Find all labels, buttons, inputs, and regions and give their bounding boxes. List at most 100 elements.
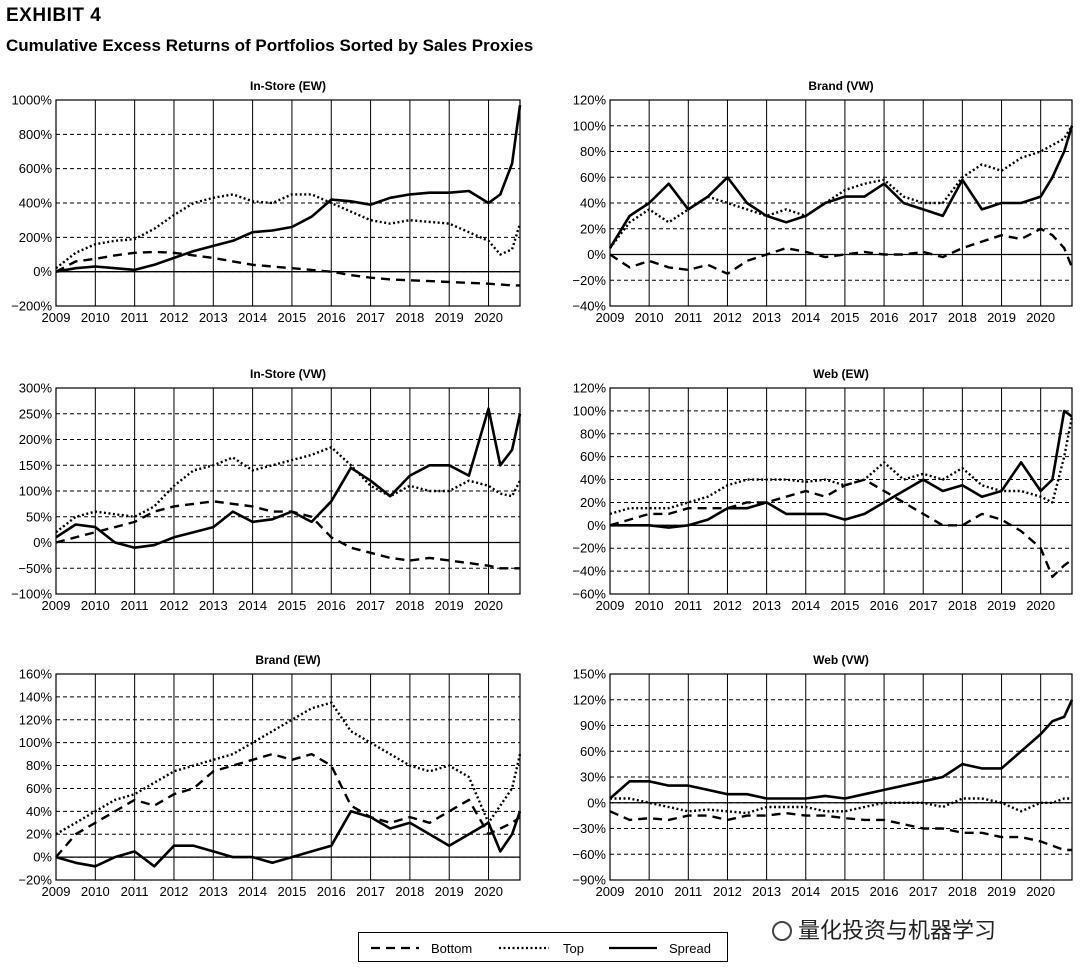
watermark-text: 量化投资与机器学习 bbox=[798, 918, 997, 943]
x-tick-label: 2014 bbox=[791, 884, 820, 899]
x-tick-label: 2012 bbox=[160, 598, 189, 613]
x-tick-label: 2016 bbox=[870, 884, 899, 899]
watermark: 量化投资与机器学习 bbox=[772, 913, 996, 945]
series-line-bottom bbox=[609, 478, 1073, 579]
x-tick-label: 2016 bbox=[870, 598, 899, 613]
x-tick-label: 2015 bbox=[277, 598, 306, 613]
x-tick-label: 2010 bbox=[635, 884, 664, 899]
series-line-top bbox=[610, 797, 1072, 815]
x-tick-label: 2010 bbox=[81, 884, 110, 899]
x-tick-label: 2009 bbox=[42, 310, 71, 325]
x-tick-label: 2014 bbox=[791, 310, 820, 325]
y-tick-label: 1000% bbox=[12, 93, 53, 108]
y-tick-label: −20% bbox=[572, 541, 606, 556]
y-tick-label: −60% bbox=[572, 847, 606, 862]
y-tick-label: 800% bbox=[19, 127, 53, 142]
y-tick-label: −30% bbox=[572, 821, 606, 836]
x-tick-label: 2010 bbox=[81, 310, 110, 325]
x-tick-label: 2018 bbox=[395, 310, 424, 325]
x-tick-label: 2017 bbox=[356, 310, 385, 325]
x-tick-label: 2017 bbox=[909, 310, 938, 325]
x-tick-label: 2011 bbox=[121, 884, 149, 899]
y-tick-label: 40% bbox=[580, 196, 606, 211]
y-tick-label: −200% bbox=[11, 299, 52, 314]
series-line-bottom bbox=[55, 500, 520, 570]
series-line-top bbox=[609, 125, 1074, 249]
x-tick-label: 2013 bbox=[199, 884, 228, 899]
exhibit-label: EXHIBIT 4 bbox=[6, 5, 102, 26]
y-tick-label: 600% bbox=[19, 161, 53, 176]
x-tick-label: 2020 bbox=[474, 598, 503, 613]
x-tick-label: 2018 bbox=[948, 310, 977, 325]
x-tick-label: 2009 bbox=[42, 884, 71, 899]
x-tick-label: 2020 bbox=[1026, 598, 1055, 613]
y-tick-label: 300% bbox=[19, 381, 53, 396]
x-tick-label: 2015 bbox=[277, 310, 306, 325]
x-tick-label: 2018 bbox=[395, 598, 424, 613]
x-tick-label: 2013 bbox=[199, 310, 228, 325]
x-tick-label: 2009 bbox=[42, 598, 71, 613]
x-tick-label: 2019 bbox=[987, 310, 1016, 325]
y-tick-label: 0% bbox=[33, 850, 52, 865]
x-tick-label: 2018 bbox=[948, 598, 977, 613]
series-line-spread bbox=[55, 407, 522, 549]
legend-bottom-label: Bottom bbox=[431, 941, 472, 956]
x-tick-label: 2019 bbox=[435, 310, 464, 325]
series-line-top bbox=[55, 445, 522, 534]
series-line-spread bbox=[609, 699, 1074, 800]
y-tick-label: 20% bbox=[580, 495, 606, 510]
x-tick-label: 2017 bbox=[356, 884, 385, 899]
x-tick-label: 2012 bbox=[713, 598, 742, 613]
x-tick-label: 2014 bbox=[238, 598, 267, 613]
x-tick-label: 2011 bbox=[674, 598, 702, 613]
y-tick-label: 250% bbox=[19, 406, 53, 421]
legend-spread-label: Spread bbox=[669, 941, 711, 956]
y-tick-label: 60% bbox=[580, 744, 606, 759]
chart-panel-in-store-ew: In-Store (EW) −200% 0% 200% 400% 600% 800% 1000… bbox=[11, 79, 522, 325]
y-tick-label: 120% bbox=[573, 692, 607, 707]
legend-top-label: Top bbox=[563, 941, 584, 956]
x-tick-label: 2020 bbox=[1026, 884, 1055, 899]
y-tick-label: 120% bbox=[573, 381, 607, 396]
y-tick-label: −20% bbox=[572, 273, 606, 288]
x-tick-label: 2016 bbox=[870, 310, 899, 325]
series-line-spread bbox=[55, 105, 522, 273]
x-tick-label: 2009 bbox=[596, 598, 625, 613]
x-tick-label: 2015 bbox=[277, 884, 306, 899]
x-tick-label: 2019 bbox=[435, 598, 464, 613]
chart-panel-in-store-vw: In-Store (VW) −100% −50% 0% 50% 100% 150% 200% 2… bbox=[11, 367, 522, 613]
series-line-top bbox=[609, 416, 1074, 516]
x-tick-label: 2010 bbox=[635, 310, 664, 325]
y-tick-label: 0% bbox=[587, 795, 606, 810]
y-tick-label: 200% bbox=[19, 432, 53, 447]
y-tick-label: 60% bbox=[580, 170, 606, 185]
x-tick-label: 2019 bbox=[987, 884, 1016, 899]
series-line-bottom bbox=[55, 752, 521, 858]
y-tick-label: 120% bbox=[19, 712, 53, 727]
x-tick-label: 2012 bbox=[713, 310, 742, 325]
plot-frame bbox=[55, 673, 521, 881]
y-tick-label: 40% bbox=[580, 472, 606, 487]
x-tick-label: 2013 bbox=[752, 310, 781, 325]
x-tick-label: 2020 bbox=[474, 884, 503, 899]
series-line-bottom bbox=[609, 227, 1074, 276]
y-tick-label: 80% bbox=[580, 426, 606, 441]
x-tick-label: 2009 bbox=[596, 310, 625, 325]
y-tick-label: 60% bbox=[580, 449, 606, 464]
x-tick-label: 2015 bbox=[830, 598, 859, 613]
y-tick-label: −90% bbox=[572, 873, 606, 888]
series-line-top bbox=[55, 701, 522, 836]
wechat-icon bbox=[772, 921, 792, 941]
y-tick-label: 400% bbox=[19, 196, 53, 211]
chart-panel-brand-vw: Brand (VW) −40% −20% 0% 20% 40% 60% 80% 100% 120%… bbox=[572, 79, 1074, 325]
x-tick-label: 2012 bbox=[713, 884, 742, 899]
x-tick-label: 2012 bbox=[160, 310, 189, 325]
x-tick-label: 2013 bbox=[752, 884, 781, 899]
series-line-bottom bbox=[609, 810, 1072, 852]
chart-panel-web-ew: Web (EW) −60% −40% −20% 0% 20% 40% 60% 80% 100% 12… bbox=[572, 367, 1074, 613]
y-tick-label: 100% bbox=[19, 735, 53, 750]
panel-title: In-Store (EW) bbox=[250, 79, 326, 93]
x-tick-label: 2011 bbox=[121, 310, 149, 325]
x-tick-label: 2018 bbox=[948, 884, 977, 899]
x-tick-label: 2011 bbox=[121, 598, 149, 613]
